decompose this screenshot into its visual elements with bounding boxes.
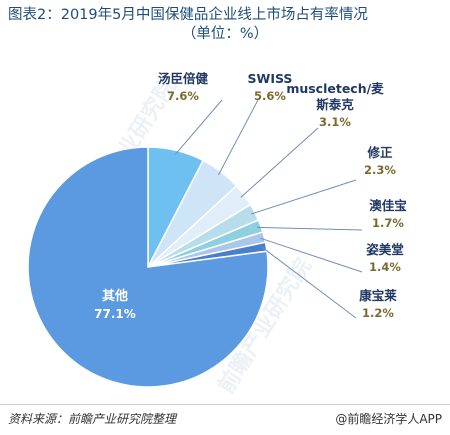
- leader-line-7: [261, 247, 357, 319]
- slice-name-other: 其他: [102, 288, 128, 304]
- brand-credit: @前瞻经济学人APP: [335, 412, 442, 426]
- title-line-2: （单位：%）: [181, 26, 269, 42]
- pie-slices: [27, 146, 269, 388]
- slice-value-6: 1.4%: [369, 260, 401, 274]
- leader-line-3: [240, 127, 319, 198]
- leader-line-2: [218, 99, 259, 176]
- footer-divider: [0, 404, 450, 405]
- slice-value-1: 7.6%: [167, 89, 199, 103]
- leader-lines: [175, 99, 363, 319]
- leader-line-4: [251, 179, 357, 215]
- slice-name-5: 澳佳宝: [369, 198, 407, 213]
- leader-line-5: [256, 226, 363, 231]
- slice-name-3: muscletech/麦斯泰克: [286, 81, 384, 112]
- slice-other: [27, 146, 269, 388]
- source-note: 资料来源：前瞻产业研究院整理: [8, 412, 177, 426]
- slice-labels: 汤臣倍健 7.6% SWISS 5.6% muscletech/麦斯泰克 3.1% 修正 2.…: [94, 71, 407, 321]
- slice-name-2: SWISS: [248, 71, 293, 86]
- slice-value-other: 77.1%: [94, 307, 136, 321]
- leader-line-1: [175, 99, 223, 155]
- title-line-1: 图表2：2019年5月中国保健品企业线上市场占有率情况: [8, 7, 368, 23]
- slice-value-5: 1.7%: [372, 216, 404, 230]
- slice-value-3: 3.1%: [319, 115, 351, 129]
- slice-value-4: 2.3%: [364, 163, 396, 177]
- slice-name-7: 康宝莱: [359, 288, 397, 303]
- slice-name-6: 姿美堂: [366, 242, 404, 257]
- slice-name-1: 汤臣倍健: [158, 71, 209, 86]
- slice-value-7: 1.2%: [362, 306, 394, 320]
- slice-value-2: 5.6%: [254, 89, 286, 103]
- slice-name-4: 修正: [366, 145, 393, 160]
- chart-title: 图表2：2019年5月中国保健品企业线上市场占有率情况 （单位：%）: [8, 6, 442, 44]
- leader-line-6: [260, 237, 363, 273]
